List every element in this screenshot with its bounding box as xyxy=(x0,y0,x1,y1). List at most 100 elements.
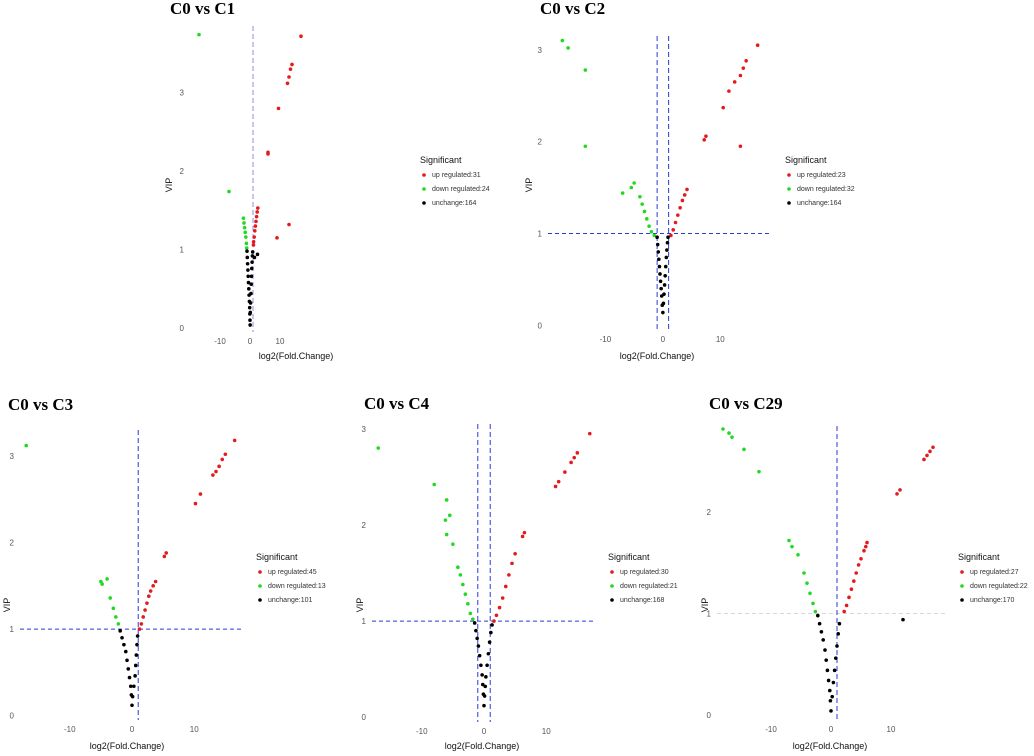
data-point xyxy=(632,181,636,185)
data-point xyxy=(817,621,822,626)
legend-title: Significant xyxy=(420,155,462,165)
volcano-panel-2: C0 vs C3 0 1 2 3 -10 0 10 log2(Fold.Change) VIP Si… xyxy=(2,395,326,751)
data-point xyxy=(255,252,260,257)
data-point xyxy=(198,492,203,496)
data-point xyxy=(832,668,837,673)
data-point xyxy=(248,318,252,323)
x-tick-label: 10 xyxy=(542,727,551,736)
data-point xyxy=(831,680,836,685)
data-point xyxy=(476,644,481,648)
legend-swatch xyxy=(258,598,262,602)
data-point xyxy=(164,551,169,555)
y-axis-label: VIP xyxy=(164,178,174,193)
data-point xyxy=(925,453,929,458)
data-point xyxy=(658,279,663,284)
data-point xyxy=(721,105,725,110)
data-point xyxy=(856,563,861,567)
data-point xyxy=(566,46,570,50)
legend-title: Significant xyxy=(256,552,298,562)
y-tick-label: 1 xyxy=(707,610,712,619)
data-point xyxy=(447,513,452,518)
data-point xyxy=(721,427,725,431)
legend-title: Significant xyxy=(785,155,827,165)
data-point xyxy=(116,622,121,626)
x-tick-label: 10 xyxy=(887,725,896,734)
data-point xyxy=(244,246,249,250)
data-point xyxy=(796,552,800,557)
legend-entry: down regulated:32 xyxy=(797,186,855,193)
y-tick-label: 3 xyxy=(362,425,367,434)
data-point xyxy=(494,613,499,618)
y-tick-label: 3 xyxy=(10,452,15,461)
data-point xyxy=(135,634,140,638)
data-point xyxy=(805,581,809,585)
data-point xyxy=(662,283,667,287)
data-point xyxy=(475,636,479,641)
data-point xyxy=(704,134,708,138)
data-point xyxy=(125,658,129,663)
data-point xyxy=(468,611,473,616)
data-point xyxy=(241,216,246,221)
data-point xyxy=(661,310,665,315)
data-point xyxy=(480,673,484,677)
data-point xyxy=(290,62,294,67)
data-point xyxy=(255,206,260,210)
data-point xyxy=(828,688,832,693)
data-point xyxy=(247,287,251,291)
data-point xyxy=(288,67,293,71)
data-point xyxy=(242,221,246,225)
data-point xyxy=(787,538,791,543)
data-point xyxy=(287,222,291,227)
volcano-panel-3: C0 vs C4 0 1 2 3 -10 0 10 log2(Fold.Change) VIP Si… xyxy=(355,394,678,751)
data-point xyxy=(553,484,558,489)
data-point xyxy=(130,703,134,708)
data-point xyxy=(484,675,488,679)
data-point xyxy=(680,198,685,203)
legend-entry: up regulated:45 xyxy=(268,569,317,576)
data-point xyxy=(864,544,868,549)
legend-entry: up regulated:31 xyxy=(432,172,481,179)
data-point xyxy=(836,632,840,636)
data-point xyxy=(245,255,250,260)
series-1 xyxy=(376,446,475,621)
y-axis-label: VIP xyxy=(2,598,12,613)
data-point xyxy=(242,225,247,230)
series-1 xyxy=(560,38,657,238)
data-point xyxy=(254,219,258,224)
data-point xyxy=(133,674,137,678)
data-point xyxy=(664,255,669,260)
data-point xyxy=(162,554,167,559)
data-point xyxy=(248,301,253,305)
x-tick-label: -10 xyxy=(214,337,226,346)
data-point xyxy=(928,449,932,454)
data-point xyxy=(135,642,139,647)
chart-title: C0 vs C4 xyxy=(364,394,430,413)
legend-entry: unchange:101 xyxy=(268,597,312,604)
data-point xyxy=(587,431,592,436)
data-point xyxy=(849,587,854,592)
data-point xyxy=(663,264,668,269)
data-point xyxy=(854,571,858,575)
data-point xyxy=(287,75,291,79)
data-point xyxy=(661,301,666,306)
data-point xyxy=(255,210,259,214)
data-point xyxy=(673,220,678,225)
data-point xyxy=(251,243,256,247)
data-point xyxy=(472,621,477,625)
data-point xyxy=(671,228,676,232)
legend-swatch xyxy=(258,584,262,588)
data-point xyxy=(444,498,449,502)
data-point xyxy=(376,446,381,450)
y-tick-label: 0 xyxy=(362,713,367,722)
y-tick-label: 1 xyxy=(538,230,543,239)
data-point xyxy=(665,248,669,252)
data-point xyxy=(862,548,866,553)
data-point xyxy=(148,589,153,593)
x-tick-label: -10 xyxy=(600,335,612,344)
data-point xyxy=(629,185,634,190)
data-point xyxy=(656,250,661,254)
data-point xyxy=(824,658,828,662)
data-point xyxy=(145,601,149,605)
data-point xyxy=(828,698,833,703)
